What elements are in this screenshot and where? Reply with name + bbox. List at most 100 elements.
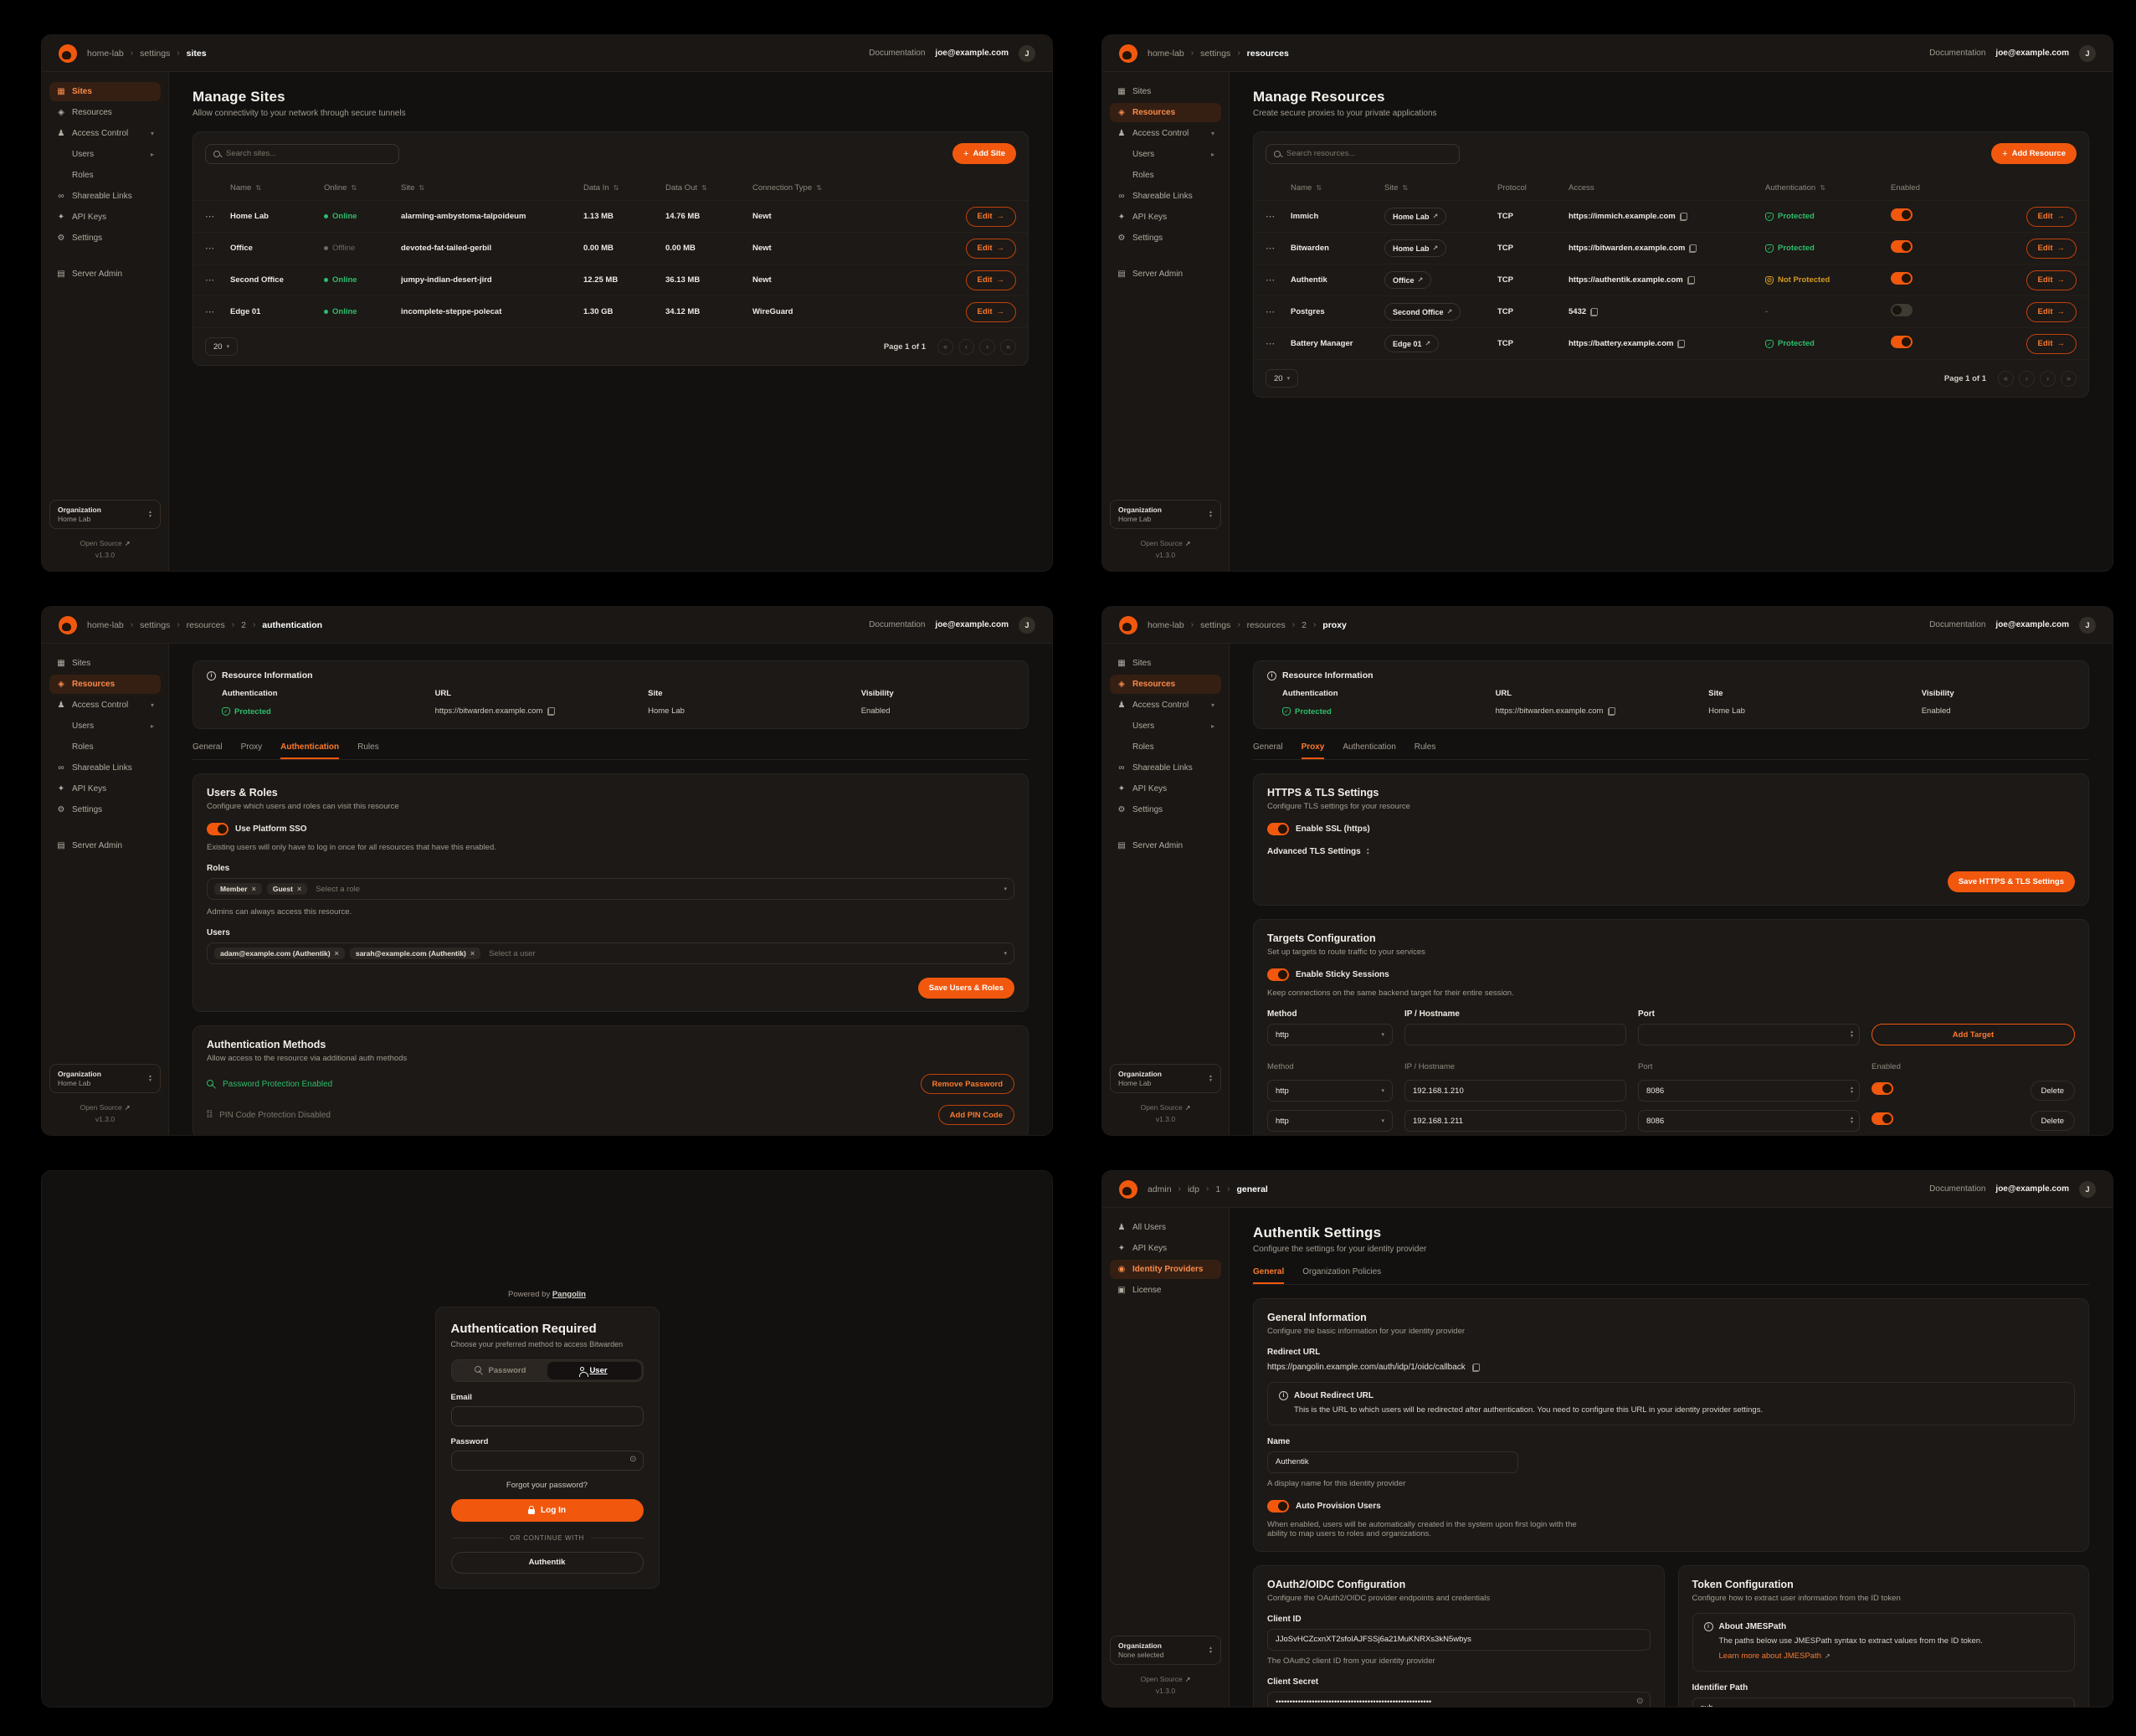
edit-button[interactable]: Edit → bbox=[965, 301, 1016, 322]
advanced-tls-settings-link[interactable]: Advanced TLS Settings bbox=[1267, 847, 1370, 856]
column-header[interactable]: Protocol bbox=[1497, 182, 1527, 193]
tab[interactable]: Rules bbox=[357, 742, 379, 752]
sidebar-item[interactable]: Users ▸ bbox=[49, 716, 161, 736]
column-header[interactable]: Site bbox=[401, 183, 583, 193]
pangolin-logo-icon[interactable] bbox=[59, 44, 77, 63]
port-input[interactable] bbox=[1638, 1110, 1860, 1132]
row-menu-button[interactable] bbox=[1266, 243, 1291, 254]
enabled-toggle[interactable] bbox=[1891, 335, 1913, 348]
avatar[interactable]: J bbox=[2079, 1180, 2096, 1198]
open-source-link[interactable]: Open Source ↗ bbox=[80, 1103, 131, 1112]
edit-button[interactable]: Edit → bbox=[2026, 333, 2077, 354]
sticky-sessions-toggle[interactable] bbox=[1267, 968, 1289, 981]
column-header[interactable]: Name bbox=[230, 183, 324, 193]
sidebar-item[interactable]: Access Control ▾ bbox=[49, 124, 161, 143]
breadcrumb-item[interactable]: 2 bbox=[1302, 620, 1316, 630]
breadcrumb-item[interactable]: idp bbox=[1188, 1184, 1209, 1194]
sidebar-item[interactable]: API Keys bbox=[49, 208, 161, 227]
breadcrumb-item[interactable]: proxy bbox=[1322, 620, 1347, 630]
sidebar-item[interactable]: Settings bbox=[1110, 800, 1221, 819]
next-page-button[interactable]: › bbox=[979, 338, 995, 355]
column-header[interactable]: Connection Type bbox=[752, 183, 865, 193]
roles-select[interactable]: Member × Guest × Select a role ▾ bbox=[207, 878, 1014, 900]
column-header[interactable]: Data In bbox=[583, 183, 665, 193]
site-link-pill[interactable]: Home Lab ↗ bbox=[1384, 208, 1447, 225]
platform-sso-toggle[interactable] bbox=[207, 823, 228, 835]
sidebar-item[interactable]: Settings bbox=[49, 229, 161, 248]
edit-button[interactable]: Edit → bbox=[2026, 238, 2077, 259]
user-chip[interactable]: sarah@example.com (Authentik) × bbox=[349, 948, 481, 959]
column-header[interactable]: Access bbox=[1569, 182, 1594, 193]
breadcrumb-item[interactable]: settings bbox=[1200, 49, 1240, 59]
documentation-link[interactable]: Documentation bbox=[869, 49, 926, 58]
copy-icon[interactable] bbox=[1679, 212, 1687, 221]
copy-icon[interactable] bbox=[1608, 706, 1616, 716]
target-enabled-toggle[interactable] bbox=[1872, 1112, 1893, 1125]
sidebar-item[interactable]: All Users bbox=[1110, 1218, 1221, 1237]
tab[interactable]: Proxy bbox=[240, 742, 263, 752]
sidebar-item[interactable]: Roles bbox=[1110, 166, 1221, 185]
client-id-input[interactable] bbox=[1267, 1628, 1651, 1651]
open-source-link[interactable]: Open Source ↗ bbox=[1140, 539, 1191, 547]
sidebar-item[interactable]: Resources bbox=[49, 675, 161, 694]
user-chip[interactable]: adam@example.com (Authentik) × bbox=[214, 948, 345, 959]
next-page-button[interactable]: › bbox=[2040, 370, 2056, 387]
remove-icon[interactable]: × bbox=[296, 885, 302, 893]
row-menu-button[interactable] bbox=[205, 275, 230, 285]
auto-provision-toggle[interactable] bbox=[1267, 1499, 1289, 1513]
remove-icon[interactable]: × bbox=[470, 949, 475, 958]
client-secret-input[interactable] bbox=[1267, 1691, 1651, 1707]
sidebar-item[interactable]: Shareable Links bbox=[49, 187, 161, 206]
remove-password-button[interactable]: Remove Password bbox=[920, 1074, 1014, 1094]
copy-icon[interactable] bbox=[1471, 1363, 1480, 1372]
avatar[interactable]: J bbox=[2079, 44, 2096, 62]
breadcrumb-item[interactable]: settings bbox=[1200, 620, 1240, 630]
tab[interactable]: General bbox=[1253, 742, 1283, 752]
sidebar-item[interactable]: Server Admin bbox=[1110, 836, 1221, 855]
sidebar-item[interactable]: Shareable Links bbox=[1110, 758, 1221, 778]
name-input[interactable] bbox=[1267, 1451, 1518, 1473]
tab-user[interactable]: User bbox=[547, 1361, 641, 1379]
sidebar-item[interactable]: Roles bbox=[49, 737, 161, 757]
row-menu-button[interactable] bbox=[1266, 338, 1291, 349]
site-link-pill[interactable]: Office ↗ bbox=[1384, 271, 1432, 289]
copy-icon[interactable] bbox=[1687, 275, 1695, 285]
organization-switcher[interactable]: Organization Home Lab bbox=[49, 500, 161, 529]
site-link-pill[interactable]: Second Office ↗ bbox=[1384, 303, 1461, 321]
site-link-pill[interactable]: Edge 01 ↗ bbox=[1384, 335, 1440, 352]
open-source-link[interactable]: Open Source ↗ bbox=[80, 539, 131, 547]
breadcrumb-item[interactable]: 2 bbox=[241, 620, 255, 630]
remove-icon[interactable]: × bbox=[251, 885, 256, 893]
breadcrumb-item[interactable]: home-lab bbox=[87, 620, 133, 630]
tab[interactable]: General bbox=[193, 742, 223, 752]
hostname-input[interactable] bbox=[1404, 1080, 1626, 1102]
users-select[interactable]: adam@example.com (Authentik) × sarah@exam… bbox=[207, 942, 1014, 964]
column-header[interactable]: Site bbox=[1384, 183, 1497, 193]
search-input[interactable] bbox=[1266, 143, 1460, 164]
breadcrumb-item[interactable]: general bbox=[1237, 1184, 1268, 1194]
eye-icon[interactable]: ⊙ bbox=[629, 1454, 637, 1464]
hostname-input[interactable] bbox=[1404, 1110, 1626, 1132]
tab[interactable]: Authentication bbox=[1343, 742, 1396, 752]
breadcrumb-item[interactable]: home-lab bbox=[1148, 49, 1194, 59]
delete-target-button[interactable]: Delete bbox=[2030, 1111, 2075, 1131]
edit-button[interactable]: Edit → bbox=[965, 206, 1016, 227]
port-input[interactable] bbox=[1638, 1024, 1860, 1045]
column-header[interactable]: Enabled bbox=[1891, 182, 1920, 193]
sidebar-item[interactable]: Shareable Links bbox=[49, 758, 161, 778]
authentik-sso-button[interactable]: Authentik bbox=[450, 1551, 644, 1574]
enable-ssl-toggle[interactable] bbox=[1267, 823, 1289, 835]
avatar[interactable]: J bbox=[2079, 616, 2096, 634]
role-chip[interactable]: Member × bbox=[214, 883, 262, 895]
identifier-path-input[interactable] bbox=[1692, 1697, 2075, 1707]
edit-button[interactable]: Edit → bbox=[965, 238, 1016, 259]
enabled-toggle[interactable] bbox=[1891, 303, 1913, 316]
port-input[interactable] bbox=[1638, 1080, 1860, 1102]
role-chip[interactable]: Guest × bbox=[266, 883, 308, 895]
prev-page-button[interactable]: ‹ bbox=[2019, 370, 2035, 387]
sidebar-item[interactable]: Sites bbox=[49, 82, 161, 101]
breadcrumb-item[interactable]: resources bbox=[1247, 49, 1289, 59]
last-page-button[interactable]: » bbox=[2061, 370, 2077, 387]
add-target-button[interactable]: Add Target bbox=[1872, 1024, 2075, 1045]
prev-page-button[interactable]: ‹ bbox=[958, 338, 974, 355]
